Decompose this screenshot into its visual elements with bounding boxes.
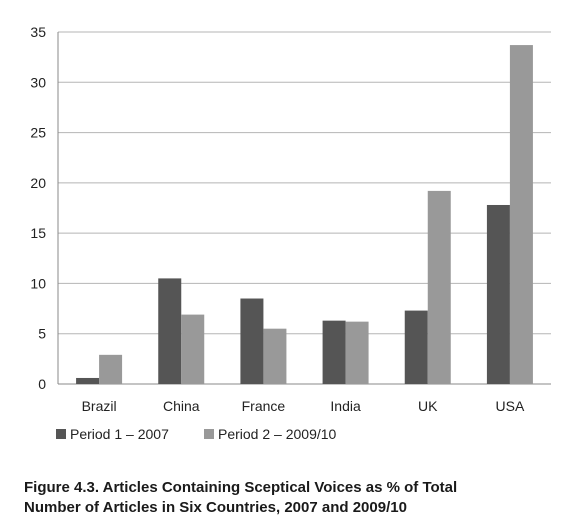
y-tick-label: 0	[38, 376, 46, 392]
bar-period2	[99, 354, 123, 384]
bars	[76, 45, 533, 385]
caption-line-1: Figure 4.3. Articles Containing Sceptica…	[24, 479, 458, 496]
bar-period2	[181, 314, 205, 384]
y-axis-tick-labels: 0 5 10 15 20 25 30 35	[30, 24, 46, 392]
y-tick-label: 30	[30, 74, 46, 90]
legend-label: Period 2 – 2009/10	[218, 426, 337, 442]
y-tick-label: 10	[30, 275, 46, 291]
x-category-label: UK	[418, 398, 438, 414]
bar-period1	[158, 278, 182, 384]
bar-period1	[322, 320, 346, 384]
bar-period1	[76, 377, 100, 384]
y-tick-label: 15	[30, 225, 46, 241]
x-category-label: USA	[496, 398, 525, 414]
grid-lines	[57, 31, 551, 385]
x-category-label: France	[242, 398, 286, 414]
x-category-label: China	[163, 398, 200, 414]
bar-period1	[404, 310, 428, 384]
figure-caption: Figure 4.3. Articles Containing Sceptica…	[24, 478, 544, 518]
legend-swatch	[56, 429, 66, 439]
x-category-label: India	[330, 398, 361, 414]
bar-period2	[263, 328, 287, 384]
bar-period2	[427, 190, 451, 384]
bar-period1	[240, 298, 264, 384]
y-tick-label: 20	[30, 175, 46, 191]
caption-line-2: Number of Articles in Six Countries, 200…	[24, 499, 407, 516]
bar-chart: 0 5 10 15 20 25 30 35 Brazil China France India UK U…	[30, 24, 551, 442]
y-tick-label: 35	[30, 24, 46, 40]
bar-period1	[486, 204, 510, 384]
bar-period2	[509, 45, 533, 385]
y-tick-label: 25	[30, 125, 46, 141]
legend: Period 1 – 2007 Period 2 – 2009/10	[56, 426, 337, 442]
bar-period2	[345, 321, 369, 384]
legend-label: Period 1 – 2007	[70, 426, 169, 442]
legend-swatch	[204, 429, 214, 439]
x-category-label: Brazil	[82, 398, 117, 414]
y-tick-label: 5	[38, 326, 46, 342]
x-axis-category-labels: Brazil China France India UK USA	[82, 398, 525, 414]
